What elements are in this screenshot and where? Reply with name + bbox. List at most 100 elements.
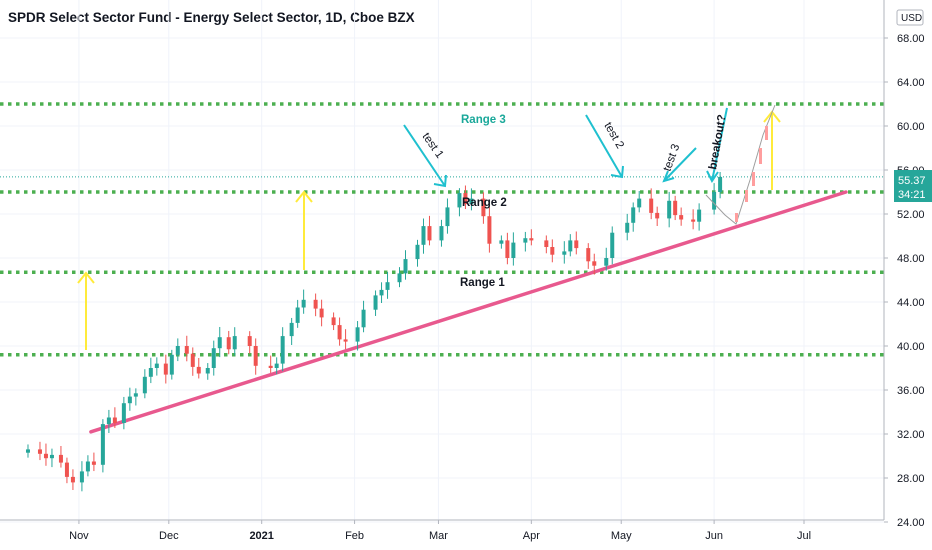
y-tick-label: 28.00	[897, 473, 925, 485]
y-tick-label: 68.00	[897, 33, 925, 45]
candle-body	[355, 327, 360, 342]
candle-body	[604, 258, 609, 266]
candle-body	[58, 454, 63, 463]
y-tick-label: 32.00	[897, 429, 925, 441]
chart-title: SPDR Select Sector Fund - Energy Select …	[8, 10, 415, 25]
candle-body	[373, 295, 378, 310]
yellow-up-arrow	[295, 190, 313, 270]
range-3-label: Range 3	[461, 114, 506, 126]
candle-body	[37, 449, 42, 454]
test-3-label: test 3	[662, 142, 683, 173]
drawings	[77, 104, 781, 350]
candle-body	[154, 363, 159, 368]
candle-body	[361, 309, 366, 328]
candle-body	[196, 366, 201, 374]
candle-body	[718, 176, 723, 192]
y-tick-label: 44.00	[897, 297, 925, 309]
candle-body	[247, 336, 252, 346]
candle-body	[226, 337, 231, 350]
x-tick-label: Jul	[797, 530, 811, 542]
candle-body	[211, 348, 216, 368]
candle-body	[43, 453, 48, 459]
x-tick-label: Apr	[523, 530, 540, 542]
yellow-up-arrow	[77, 271, 95, 350]
candle-body	[133, 393, 138, 397]
candle-body	[403, 259, 408, 274]
candle-body	[691, 219, 696, 222]
candle-body	[313, 299, 318, 309]
candle-body	[319, 308, 324, 318]
candle-body	[64, 462, 69, 477]
candle-body	[217, 337, 222, 349]
candle-body	[385, 282, 390, 290]
price-levels	[0, 102, 884, 357]
candle-body	[142, 376, 147, 394]
countdown-label: 34:21	[898, 189, 926, 201]
candle-body	[637, 198, 642, 208]
usd-badge: USD	[896, 9, 924, 26]
x-tick-label: Mar	[429, 530, 448, 542]
candle-body	[331, 317, 336, 326]
candle-body	[523, 238, 528, 243]
candle-body	[445, 207, 450, 227]
candle-body	[469, 198, 474, 205]
candle-body	[343, 339, 348, 342]
candle-body	[79, 471, 84, 483]
x-tick-label: Jun	[705, 530, 723, 542]
candle-body	[697, 209, 702, 222]
candle-body	[70, 476, 75, 483]
candle-body	[481, 198, 486, 217]
y-tick-label: 72.00	[897, 0, 925, 1]
y-tick-label: 64.00	[897, 77, 925, 89]
candle-body	[415, 244, 420, 260]
candle-body	[49, 454, 54, 459]
candle-body	[100, 424, 105, 465]
candle-body	[511, 242, 516, 258]
candle-body	[673, 200, 678, 216]
candle-body	[163, 363, 168, 375]
candle-body	[667, 200, 672, 219]
candle-body	[592, 261, 597, 266]
candle-body	[655, 212, 660, 219]
candle-body	[574, 240, 579, 249]
cyan-arrow	[585, 114, 624, 179]
candle-body	[301, 299, 306, 308]
y-tick-label: 48.00	[897, 253, 925, 265]
candle-body	[586, 248, 591, 262]
x-tick-label: 2021	[249, 530, 273, 542]
candle-body	[280, 336, 285, 364]
candle-body	[421, 226, 426, 245]
y-tick-label: 52.00	[897, 209, 925, 221]
projection-candles	[735, 126, 768, 222]
candle-body	[439, 226, 444, 241]
range-1-label: Range 1	[460, 277, 505, 289]
currency-label: USD	[901, 13, 922, 24]
candle-body	[712, 192, 717, 210]
candle-body	[337, 325, 342, 340]
candle-body	[205, 368, 210, 374]
candle-body	[649, 198, 654, 213]
candle-body	[148, 368, 153, 377]
candle-body	[289, 322, 294, 337]
candle-body	[232, 336, 237, 350]
candle-body	[562, 251, 567, 255]
cyan-arrow	[706, 107, 728, 183]
trendline-line	[89, 190, 848, 434]
candle-body	[112, 417, 117, 423]
candle-body	[169, 354, 174, 375]
candle-body	[106, 417, 111, 425]
candle-body	[190, 353, 195, 367]
candle-body	[397, 273, 402, 283]
candle-body	[295, 307, 300, 323]
candle-body	[379, 289, 384, 296]
candle-body	[550, 247, 555, 255]
y-tick-label: 60.00	[897, 121, 925, 133]
cyan-arrow	[403, 124, 447, 188]
candle-body	[610, 232, 615, 258]
grid	[0, 0, 884, 523]
candle-body	[25, 449, 30, 453]
candle-body	[487, 216, 492, 244]
candle-body	[175, 346, 180, 355]
candle-body	[91, 461, 96, 465]
